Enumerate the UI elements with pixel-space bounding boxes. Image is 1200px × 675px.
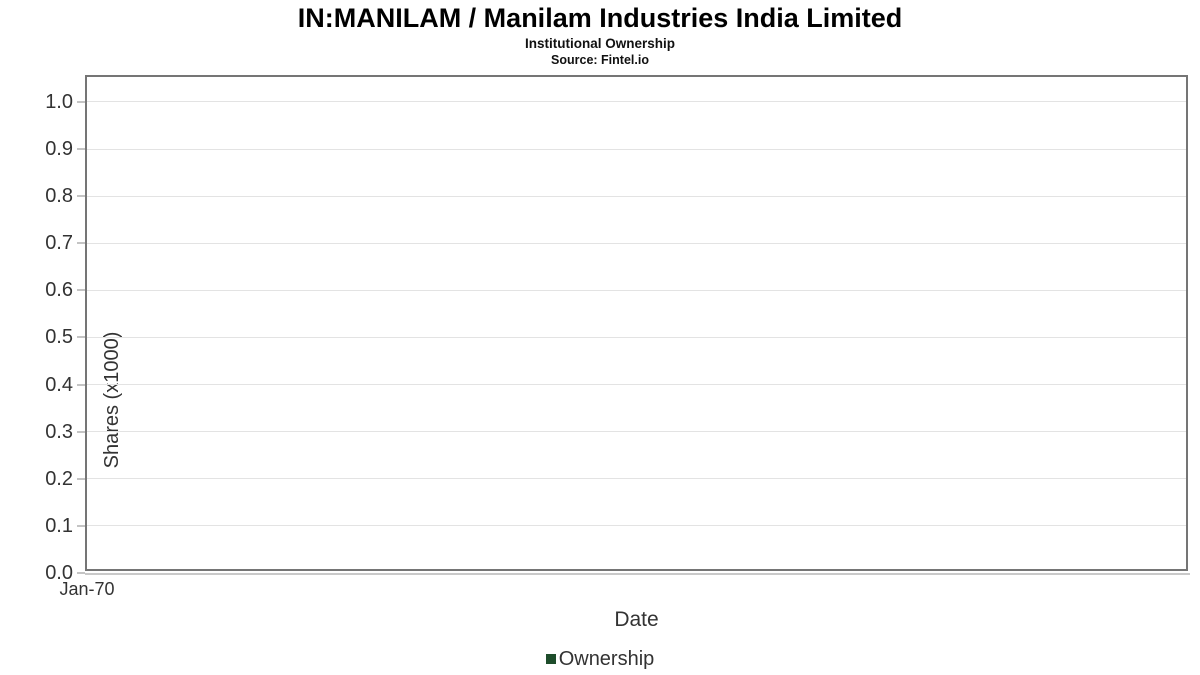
gridline <box>87 384 1186 386</box>
gridline <box>87 242 1186 244</box>
y-tick-mark <box>77 100 85 103</box>
legend: Ownership <box>0 645 1200 673</box>
x-axis-line <box>85 573 1190 575</box>
x-axis-title: Date <box>614 608 659 631</box>
legend-item-ownership[interactable]: Ownership <box>545 647 655 671</box>
y-axis-title: Shares (x1000) <box>101 331 123 469</box>
y-tick-label: 0.2 <box>45 467 73 490</box>
gridline <box>87 289 1186 291</box>
y-tick-label: 1.0 <box>45 90 73 113</box>
gridline <box>87 336 1186 338</box>
y-tick-mark <box>77 524 85 527</box>
y-tick-mark <box>77 383 85 386</box>
plot-area: Shares (x1000) 0.0 0.1 0.2 0.3 0.4 0.5 0.6 0.7 0… <box>45 75 1188 599</box>
y-tick-label: 0.6 <box>45 279 73 302</box>
gridline <box>87 478 1186 480</box>
y-tick-label: 0.9 <box>45 138 73 161</box>
y-tick-mark <box>77 477 85 480</box>
x-tick-label: Jan-70 <box>59 579 115 599</box>
y-tick-label: 0.7 <box>45 232 73 255</box>
chart-title: IN:MANILAM / Manilam Industries India Li… <box>297 3 903 33</box>
y-tick-mark <box>77 336 85 339</box>
y-tick-mark <box>77 148 85 151</box>
legend-label: Ownership <box>558 647 655 670</box>
chart-subtitle: Institutional Ownership <box>524 36 675 51</box>
y-tick-label: 0.0 <box>45 562 73 584</box>
y-tick-label: 0.4 <box>45 373 73 396</box>
y-tick-label: 0.1 <box>45 514 73 537</box>
gridline <box>87 195 1186 197</box>
legend-marker-square-icon <box>545 654 556 664</box>
y-tick-mark <box>77 572 85 574</box>
y-tick-mark <box>77 195 85 198</box>
gridline <box>87 148 1186 150</box>
y-tick-label: 0.8 <box>45 185 73 208</box>
gridline <box>87 525 1186 527</box>
chart-source-credit: Source: Fintel.io <box>551 53 649 67</box>
y-tick-mark <box>77 430 85 433</box>
y-tick-label: 0.5 <box>45 326 73 349</box>
y-tick-mark <box>77 242 85 245</box>
gridline <box>87 101 1186 103</box>
y-tick-mark <box>77 289 85 292</box>
gridline <box>87 431 1186 433</box>
y-tick-label: 0.3 <box>45 420 73 443</box>
